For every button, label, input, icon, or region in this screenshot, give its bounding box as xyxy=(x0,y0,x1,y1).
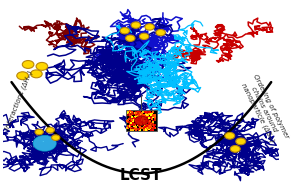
Circle shape xyxy=(33,135,56,151)
Text: LCST: LCST xyxy=(120,168,163,183)
Circle shape xyxy=(139,33,149,40)
Circle shape xyxy=(225,132,235,139)
Circle shape xyxy=(17,72,28,80)
Circle shape xyxy=(145,24,154,30)
Circle shape xyxy=(22,60,34,68)
Circle shape xyxy=(126,35,135,41)
FancyBboxPatch shape xyxy=(126,110,157,131)
Circle shape xyxy=(156,29,165,36)
Circle shape xyxy=(236,138,246,145)
Circle shape xyxy=(52,135,60,140)
Circle shape xyxy=(36,62,48,70)
Circle shape xyxy=(134,116,148,125)
Text: Ordering of polymer
chains around
nanoparticle (ΔSₘ): Ordering of polymer chains around nanopa… xyxy=(239,73,289,146)
Circle shape xyxy=(35,129,43,135)
Circle shape xyxy=(46,127,54,133)
Circle shape xyxy=(131,22,141,28)
Circle shape xyxy=(30,70,42,78)
Text: Interactions (ΔHₘ): Interactions (ΔHₘ) xyxy=(4,69,33,131)
Circle shape xyxy=(230,146,240,152)
Circle shape xyxy=(120,28,130,34)
